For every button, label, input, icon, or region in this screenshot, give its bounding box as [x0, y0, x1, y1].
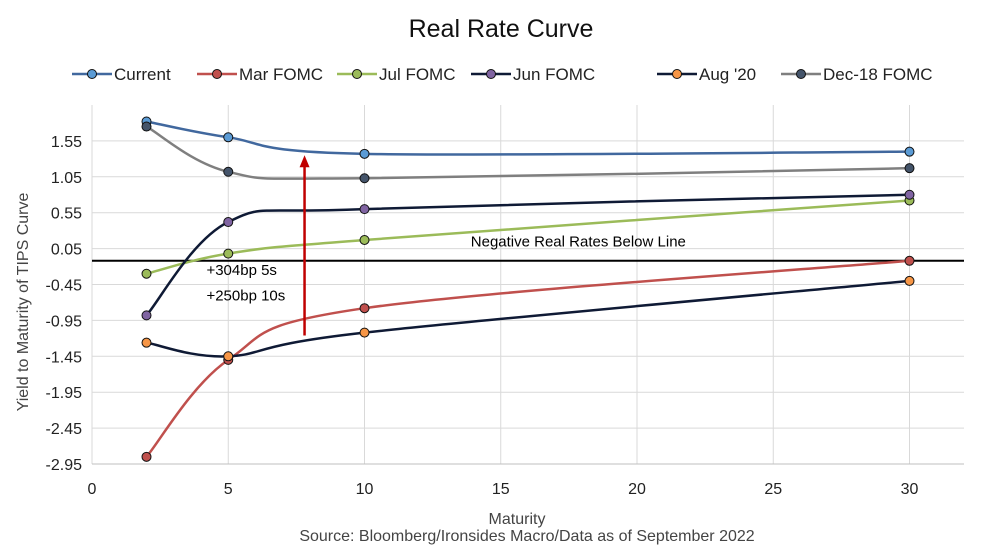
data-point-jun-fomc [904, 189, 915, 200]
data-point-dec-18-fomc [904, 163, 915, 174]
legend-label-mar-fomc: Mar FOMC [239, 65, 323, 84]
legend-marker-mar-fomc [212, 69, 222, 79]
source-note: Source: Bloomberg/Ironsides Macro/Data a… [299, 528, 754, 545]
data-point-dec-18-fomc [141, 121, 152, 132]
data-point-aug-20 [223, 351, 234, 362]
data-point-jun-fomc [223, 217, 234, 228]
data-point-current [223, 132, 234, 143]
data-point-aug-20 [141, 337, 152, 348]
negative-rate-label: Negative Real Rates Below Line [471, 233, 686, 250]
y-tick-label: -2.95 [46, 457, 83, 474]
chart-title: Real Rate Curve [409, 15, 594, 43]
x-tick-label: 0 [88, 481, 97, 498]
y-axis-title: Yield to Maturity of TIPS Curve [15, 193, 32, 412]
series-group [141, 116, 915, 462]
data-point-mar-fomc [359, 303, 370, 314]
x-tick-label: 30 [901, 481, 919, 498]
legend-marker-jul-fomc [352, 69, 362, 79]
data-point-jun-fomc [141, 310, 152, 321]
legend-label-current: Current [114, 65, 171, 84]
data-point-jun-fomc [359, 204, 370, 215]
x-axis-title: Maturity [489, 511, 546, 528]
y-tick-label: -1.45 [46, 349, 83, 366]
legend-label-jun-fomc: Jun FOMC [513, 65, 595, 84]
y-tick-label: 0.55 [51, 206, 82, 223]
x-tick-label: 10 [356, 481, 374, 498]
data-point-current [904, 146, 915, 157]
data-point-aug-20 [904, 275, 915, 286]
x-tick-label: 20 [628, 481, 646, 498]
x-tick-label: 5 [224, 481, 233, 498]
annotation: +304bp 5s +250bp 10s [206, 155, 310, 336]
annotation-text-5s: +304bp 5s [206, 262, 276, 279]
series-line-jun-fomc [145, 193, 910, 317]
axes: 1.55 1.05 0.55 0.05 -0.45 -0.95 -1.45 -1.95 -2.4… [46, 134, 964, 498]
y-tick-label: -2.45 [46, 421, 83, 438]
y-tick-label: 0.05 [51, 242, 82, 259]
data-point-aug-20 [359, 327, 370, 338]
data-point-dec-18-fomc [359, 173, 370, 184]
legend-label-dec-18-fomc: Dec-18 FOMC [823, 65, 933, 84]
legend-marker-aug-20 [672, 69, 682, 79]
legend-marker-current [87, 69, 97, 79]
legend-label-aug-20: Aug '20 [699, 65, 756, 84]
data-point-jul-fomc [141, 268, 152, 279]
series-line-current [146, 120, 910, 156]
reference-line: Negative Real Rates Below Line [92, 233, 964, 262]
legend: Current Mar FOMC Jul FOMC Jun FOMC Aug '20 De… [72, 65, 933, 84]
data-point-jul-fomc [223, 248, 234, 259]
annotation-text-10s: +250bp 10s [206, 287, 285, 304]
x-tick-label: 25 [764, 481, 782, 498]
data-point-mar-fomc [904, 255, 915, 266]
data-point-current [359, 148, 370, 159]
annotation-arrow-head [299, 155, 310, 168]
y-tick-label: 1.05 [51, 170, 82, 187]
legend-marker-dec-18-fomc [796, 69, 806, 79]
data-point-jul-fomc [359, 234, 370, 245]
data-point-dec-18-fomc [223, 166, 234, 177]
x-tick-label: 15 [492, 481, 510, 498]
y-tick-label: -0.45 [46, 278, 83, 295]
y-tick-label: 1.55 [51, 134, 82, 151]
y-tick-label: -1.95 [46, 385, 83, 402]
legend-marker-jun-fomc [486, 69, 496, 79]
data-point-mar-fomc [141, 451, 152, 462]
legend-label-jul-fomc: Jul FOMC [379, 65, 456, 84]
y-tick-label: -0.95 [46, 313, 83, 330]
series-line-mar-fomc [145, 259, 910, 458]
grid [91, 105, 964, 465]
